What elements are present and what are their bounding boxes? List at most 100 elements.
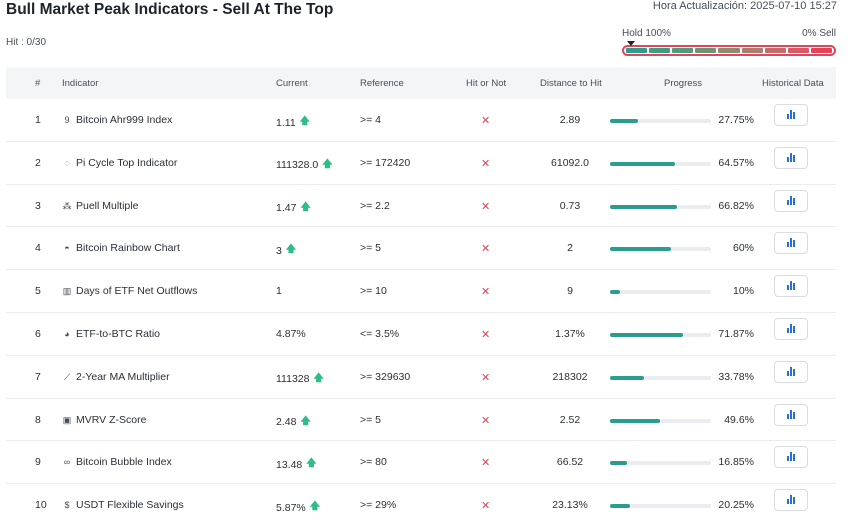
historical-data-button[interactable] bbox=[774, 104, 808, 126]
indicator-table: 1 9 Bitcoin Ahr999 Index 1.11 🡅 >= 4 ✕ 2.89 27.7… bbox=[6, 99, 836, 523]
row-number: 6 bbox=[35, 327, 41, 340]
col-hit: Hit or Not bbox=[466, 78, 507, 89]
progress-percent: 66.82% bbox=[718, 199, 754, 212]
progress-percent: 64.57% bbox=[718, 156, 754, 169]
indicator-cell: 9 Bitcoin Ahr999 Index bbox=[62, 114, 172, 126]
table-row: 5 ▥ Days of ETF Net Outflows 1 >= 10 ✕ 9 10% bbox=[6, 270, 836, 313]
historical-data-button[interactable] bbox=[774, 275, 808, 298]
current-value: 111328 bbox=[276, 373, 310, 386]
table-row: 6 ◕ ETF-to-BTC Ratio 4.87% <= 3.5% ✕ 1.37% 71.8… bbox=[6, 313, 836, 356]
bar-chart-icon bbox=[787, 366, 795, 376]
progress-bar bbox=[610, 375, 711, 380]
gauge-segment bbox=[695, 48, 717, 53]
col-indicator: Indicator bbox=[62, 78, 99, 89]
indicator-name: ETF-to-BTC Ratio bbox=[76, 327, 161, 340]
gauge-hold-label: Hold 100% bbox=[622, 28, 671, 39]
current-cell: 111328.0 🡅 bbox=[276, 157, 333, 174]
col-num: # bbox=[35, 78, 41, 89]
hold-sell-gauge: Hold 100% 0% Sell bbox=[622, 28, 836, 56]
row-number: 5 bbox=[35, 285, 41, 298]
indicator-icon: ▣ bbox=[62, 414, 72, 425]
historical-data-button[interactable] bbox=[774, 360, 808, 383]
progress-fill bbox=[610, 504, 631, 509]
indicator-icon: $ bbox=[64, 500, 70, 511]
current-cell: 2.48 🡅 bbox=[276, 414, 311, 431]
col-current: Current bbox=[276, 78, 308, 89]
progress-bar bbox=[610, 161, 711, 166]
reference-value: >= 5 bbox=[360, 413, 382, 426]
col-distance: Distance to Hit bbox=[540, 78, 602, 89]
indicator-name: 2-Year MA Multiplier bbox=[76, 370, 170, 383]
row-number: 1 bbox=[35, 114, 41, 126]
distance-value: 2 bbox=[567, 242, 573, 255]
reference-value: >= 329630 bbox=[360, 370, 411, 383]
progress-fill bbox=[610, 161, 676, 166]
bar-chart-icon bbox=[787, 281, 795, 291]
progress-percent: 27.75% bbox=[718, 114, 754, 126]
indicator-cell: ⟋ 2-Year MA Multiplier bbox=[62, 371, 170, 383]
indicator-icon: ◓ bbox=[64, 243, 70, 254]
distance-value: 2.52 bbox=[559, 413, 581, 426]
historical-data-button[interactable] bbox=[774, 317, 808, 340]
progress-percent: 49.6% bbox=[724, 413, 754, 426]
table-header: # Indicator Current Reference Hit or Not… bbox=[6, 67, 836, 99]
not-hit-icon: ✕ bbox=[481, 371, 491, 384]
historical-data-button[interactable] bbox=[774, 189, 808, 212]
indicator-name: Bitcoin Ahr999 Index bbox=[76, 114, 173, 126]
current-cell: 5.87% 🡅 bbox=[276, 499, 320, 516]
progress-percent: 16.85% bbox=[718, 456, 754, 469]
gauge-segment bbox=[764, 48, 786, 53]
distance-value: 2.89 bbox=[559, 114, 581, 126]
current-value: 2.48 bbox=[276, 416, 297, 429]
up-arrow-icon: 🡅 bbox=[300, 415, 311, 427]
row-number: 10 bbox=[35, 499, 47, 512]
historical-data-button[interactable] bbox=[774, 446, 808, 469]
not-hit-icon: ✕ bbox=[481, 243, 491, 256]
current-value: 1.11 bbox=[276, 116, 296, 129]
current-cell: 1 bbox=[276, 285, 286, 297]
current-cell: 13.48 🡅 bbox=[276, 456, 317, 473]
distance-value: 66.52 bbox=[556, 456, 584, 469]
progress-bar bbox=[610, 290, 711, 295]
progress-percent: 33.78% bbox=[718, 370, 754, 383]
up-arrow-icon: 🡅 bbox=[309, 501, 321, 513]
historical-data-button[interactable] bbox=[774, 489, 808, 512]
reference-value: >= 29% bbox=[360, 499, 397, 512]
progress-fill bbox=[610, 418, 661, 423]
indicator-cell: ▣ MVRV Z-Score bbox=[62, 413, 147, 426]
table-row: 3 ⁂ Puell Multiple 1.47 🡅 >= 2.2 ✕ 0.73 66.82% bbox=[6, 185, 836, 228]
indicator-icon: ◌ bbox=[64, 157, 70, 168]
col-progress: Progress bbox=[664, 78, 703, 89]
distance-value: 218302 bbox=[552, 370, 588, 383]
indicator-name: Bitcoin Bubble Index bbox=[76, 456, 172, 469]
current-value: 5.87% bbox=[276, 501, 306, 514]
gauge-sell-label: 0% Sell bbox=[802, 28, 836, 39]
indicator-icon: ⟋ bbox=[63, 371, 71, 382]
historical-data-button[interactable] bbox=[774, 146, 808, 169]
table-row: 10 $ USDT Flexible Savings 5.87% 🡅 >= 29% ✕ 23.… bbox=[6, 484, 836, 523]
current-value: 13.48 bbox=[276, 458, 303, 471]
indicator-name: MVRV Z-Score bbox=[76, 413, 147, 426]
col-reference: Reference bbox=[360, 78, 404, 89]
indicator-name: Pi Cycle Top Indicator bbox=[76, 156, 178, 169]
gauge-segment bbox=[810, 48, 832, 53]
not-hit-icon: ✕ bbox=[481, 500, 491, 513]
progress-fill bbox=[610, 375, 645, 380]
table-row: 2 ◌ Pi Cycle Top Indicator 111328.0 🡅 >= 1724… bbox=[6, 142, 836, 185]
not-hit-icon: ✕ bbox=[481, 414, 491, 427]
indicator-name: USDT Flexible Savings bbox=[76, 499, 184, 512]
reference-value: >= 80 bbox=[360, 456, 387, 469]
progress-fill bbox=[610, 461, 628, 466]
indicator-cell: ◕ ETF-to-BTC Ratio bbox=[62, 328, 160, 340]
indicator-icon: ⁂ bbox=[62, 200, 72, 211]
not-hit-icon: ✕ bbox=[481, 457, 491, 470]
bar-chart-icon bbox=[787, 238, 795, 248]
historical-data-button[interactable] bbox=[774, 232, 808, 255]
up-arrow-icon: 🡅 bbox=[285, 244, 297, 256]
progress-fill bbox=[610, 119, 639, 123]
historical-data-button[interactable] bbox=[774, 403, 808, 426]
current-value: 111328.0 bbox=[276, 159, 319, 172]
indicator-cell: $ USDT Flexible Savings bbox=[62, 499, 184, 512]
distance-value: 23.13% bbox=[552, 499, 588, 512]
reference-value: >= 10 bbox=[360, 285, 387, 298]
